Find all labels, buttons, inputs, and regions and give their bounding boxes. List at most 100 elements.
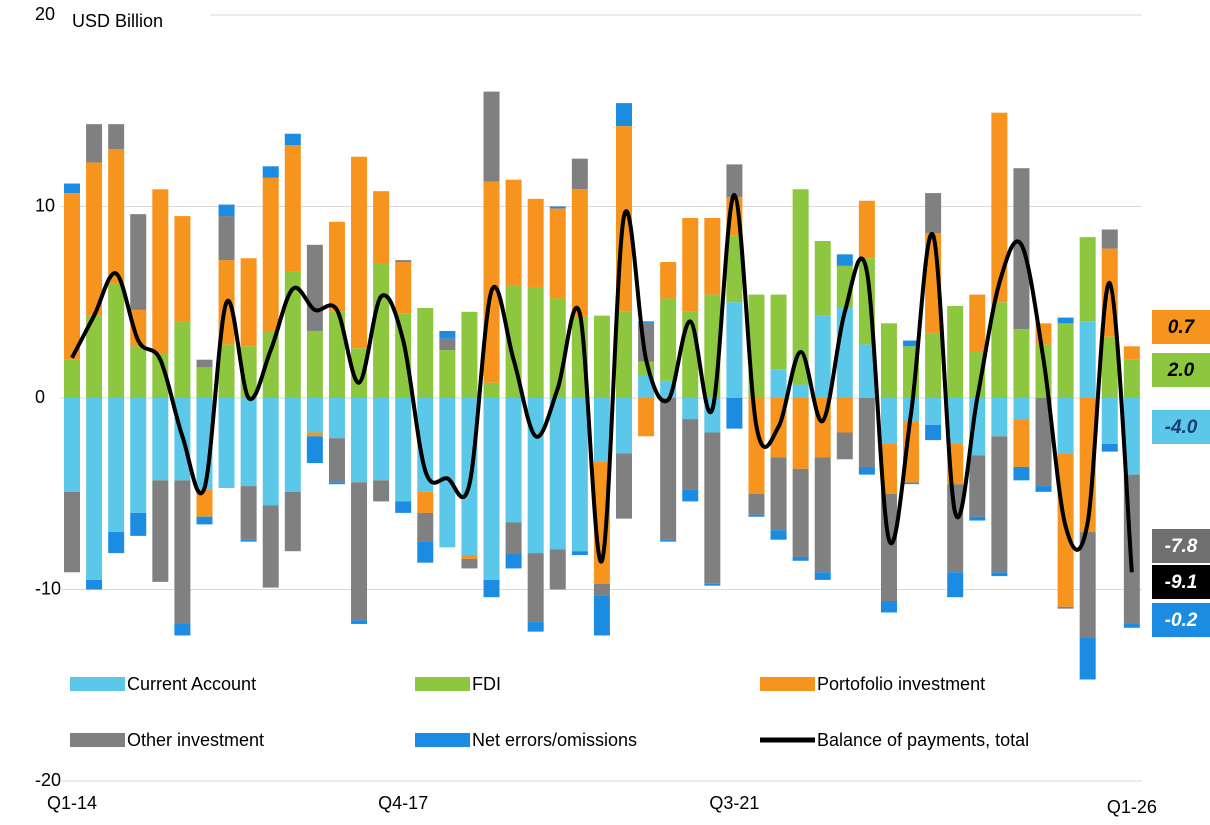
bar-segment <box>770 457 787 531</box>
bar-segment <box>726 302 743 398</box>
bar-segment <box>130 309 147 347</box>
bar-segment <box>439 330 456 339</box>
bar-segment <box>571 398 588 552</box>
bar-segment <box>86 124 103 163</box>
legend-label: Portofolio investment <box>817 674 985 694</box>
bar-segment <box>373 263 390 398</box>
bar-segment <box>196 516 213 525</box>
bar-segment <box>240 539 257 542</box>
bar-segment <box>969 294 986 353</box>
bar-segment <box>726 235 743 303</box>
bar-segment <box>130 214 147 310</box>
end-label: 2.0 <box>1167 360 1195 381</box>
bar-segment <box>395 398 412 502</box>
bar-segment <box>638 398 655 437</box>
bar-segment <box>1013 398 1030 420</box>
bar-segment <box>351 156 368 349</box>
bar-segment <box>86 398 103 580</box>
bar-segment <box>527 198 544 287</box>
bar-segment <box>571 551 588 556</box>
bar-segment <box>461 558 478 569</box>
bar-segment <box>1013 329 1030 398</box>
bar-segment <box>395 313 412 398</box>
bar-segment <box>218 398 235 489</box>
bar-segment <box>196 367 213 398</box>
bar-segment <box>284 145 301 272</box>
bar-segment <box>814 315 831 398</box>
bar-segment <box>284 271 301 398</box>
bar-segment <box>1101 336 1118 398</box>
bar-segment <box>108 532 125 554</box>
bar-segment <box>174 321 191 398</box>
bar-segment <box>306 436 323 464</box>
bar-segment <box>969 516 986 521</box>
bar-segment <box>306 398 323 433</box>
bar-segment <box>483 398 500 580</box>
bar-segment <box>991 112 1008 303</box>
bar-segment <box>218 344 235 398</box>
bar-segment <box>351 482 368 621</box>
bar-segment <box>947 398 964 444</box>
legend-label: Current Account <box>127 674 256 694</box>
end-label-box <box>1152 565 1210 599</box>
bar-segment <box>770 369 787 398</box>
bar-segment <box>748 493 765 515</box>
bar-segment <box>483 382 500 398</box>
bar-segment <box>461 311 478 398</box>
bar-segment <box>328 311 345 398</box>
bar-segment <box>726 164 743 197</box>
bar-segment <box>262 166 279 178</box>
bar-segment <box>858 200 875 259</box>
bar-segment <box>196 359 213 368</box>
bar-segment <box>108 283 125 398</box>
legend-swatch <box>760 677 815 691</box>
bar-segment <box>1079 321 1096 398</box>
bar-segment <box>417 307 434 398</box>
bar-segment <box>792 398 809 469</box>
line <box>70 193 1134 573</box>
bar-segment <box>373 480 390 502</box>
bar-segment <box>660 262 677 299</box>
bar-segment <box>991 398 1008 437</box>
bar-segment <box>373 191 390 264</box>
bar-segment <box>682 217 699 312</box>
bar-segment <box>328 398 345 439</box>
bar-segment <box>527 286 544 398</box>
end-label: 0.7 <box>1168 317 1196 338</box>
bar-segment <box>240 486 257 540</box>
bar-segment <box>64 398 80 492</box>
bar-segment <box>792 384 809 398</box>
bar-segment <box>373 398 390 481</box>
bar-segment <box>571 158 588 190</box>
bar-segment <box>880 600 897 613</box>
bar-segment <box>152 189 169 354</box>
y-tick-label: 10 <box>35 195 55 215</box>
bar-segment <box>483 181 500 383</box>
bar-segment <box>417 512 434 542</box>
x-tick-label: Q4-17 <box>378 793 428 813</box>
bar-segment <box>483 579 500 598</box>
bar-segment <box>218 204 235 217</box>
bar-segment <box>991 436 1008 573</box>
bar-segment <box>682 398 699 420</box>
bar-segment <box>64 491 80 573</box>
bar-segment <box>726 398 743 429</box>
bar-segment <box>262 505 279 588</box>
legend-swatch <box>415 733 470 747</box>
bar-segment <box>571 189 588 318</box>
bar-segment <box>836 307 853 398</box>
bar-segment <box>1123 346 1140 360</box>
legend-swatch <box>70 677 125 691</box>
bar-segment <box>86 579 103 590</box>
bar-segment <box>1057 323 1074 398</box>
bar-segment <box>660 539 677 542</box>
bar-segment <box>284 491 301 552</box>
end-label: -7.8 <box>1165 536 1198 557</box>
bar-segment <box>218 216 235 261</box>
bar-segment <box>616 453 632 519</box>
bar-segment <box>792 556 809 561</box>
bar-segment <box>770 294 787 370</box>
bar-segment <box>947 484 964 573</box>
bar-segment <box>130 398 147 513</box>
